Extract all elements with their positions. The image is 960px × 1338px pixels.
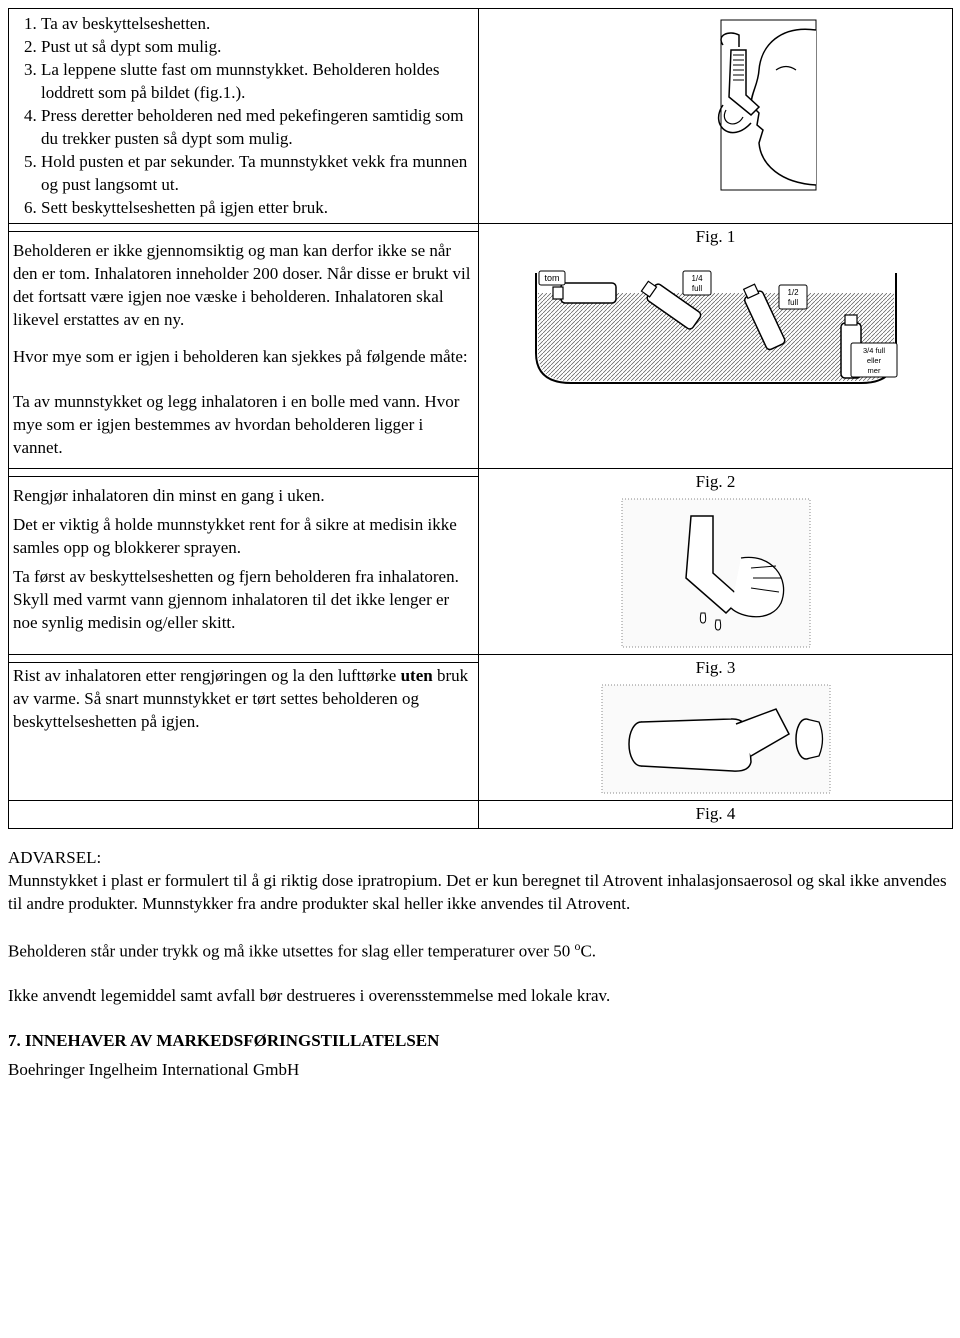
section-7-heading: 7. INNEHAVER AV MARKEDSFØRINGSTILLATELSE… [8, 1030, 952, 1053]
check-remaining-text: Hvor mye som er igjen i beholderen kan s… [13, 346, 474, 369]
fig2-tom-label: tom [544, 273, 559, 283]
steps-list: Ta av beskyttelseshetten. Pust ut så dyp… [13, 13, 474, 219]
step-4: Press deretter beholderen ned med pekefi… [41, 105, 474, 151]
step-5: Hold pusten et par sekunder. Ta munnstyk… [41, 151, 474, 197]
cleaning-weekly-text: Rengjør inhalatoren din minst en gang i … [13, 485, 474, 508]
container-transparency-text: Beholderen er ikke gjennomsiktig og man … [13, 240, 474, 332]
cell-fig4-caption: Fig. 4 [479, 800, 953, 828]
cell-empty-2 [9, 468, 479, 476]
svg-text:full: full [787, 298, 797, 307]
float-test-text: Ta av munnstykket og legg inhalatoren i … [13, 391, 474, 460]
cleaning-instructions-text: Ta først av beskyttelseshetten og fjern … [13, 566, 474, 635]
disposal-text: Ikke anvendt legemiddel samt avfall bør … [8, 985, 952, 1008]
svg-text:mer: mer [867, 366, 880, 375]
svg-text:full: full [691, 284, 701, 293]
fig4-illustration [601, 684, 831, 794]
fig4-label: Fig. 4 [483, 803, 948, 826]
cell-fig2-caption: Fig. 2 [479, 468, 953, 654]
svg-text:3/4 full: 3/4 full [862, 346, 884, 355]
cell-empty-3 [9, 654, 479, 662]
step-2: Pust ut så dypt som mulig. [41, 36, 474, 59]
fig2-label: Fig. 2 [483, 471, 948, 494]
pressure-post: C. [580, 941, 596, 960]
cell-cleaning: Rengjør inhalatoren din minst en gang i … [9, 476, 479, 654]
company-name: Boehringer Ingelheim International GmbH [8, 1059, 952, 1082]
cell-drying: Rist av inhalatoren etter rengjøringen o… [9, 662, 479, 800]
step-3: La leppene slutte fast om munnstykket. B… [41, 59, 474, 105]
cell-fig1-caption: Fig. 1 tom 1/4 full [479, 224, 953, 469]
cell-fig3-caption: Fig. 3 [479, 654, 953, 800]
pressure-pre: Beholderen står under trykk og må ikke u… [8, 941, 574, 960]
warning-title: ADVARSEL: [8, 848, 101, 867]
step-1: Ta av beskyttelseshetten. [41, 13, 474, 36]
warning-text: Munnstykket i plast er formulert til å g… [8, 871, 947, 913]
svg-text:eller: eller [866, 356, 881, 365]
cell-steps: Ta av beskyttelseshetten. Pust ut så dyp… [9, 9, 479, 224]
cell-empty-1 [9, 224, 479, 232]
step-6: Sett beskyttelseshetten på igjen etter b… [41, 197, 474, 220]
fig1-label: Fig. 1 [483, 226, 948, 249]
drying-text-bold: uten [401, 666, 433, 685]
fig3-illustration [621, 498, 811, 648]
svg-text:1/4: 1/4 [691, 274, 703, 283]
cell-empty-4 [9, 800, 479, 828]
fig3-label: Fig. 3 [483, 657, 948, 680]
drying-text-pre: Rist av inhalatoren etter rengjøringen o… [13, 666, 401, 685]
warning-block: ADVARSEL: Munnstykket i plast er formule… [8, 847, 952, 916]
pressure-warning: Beholderen står under trykk og må ikke u… [8, 938, 952, 964]
cell-container-info: Beholderen er ikke gjennomsiktig og man … [9, 232, 479, 469]
fig2-illustration: tom 1/4 full 1/2 full [531, 253, 901, 393]
svg-text:1/2: 1/2 [787, 288, 799, 297]
instruction-table: Ta av beskyttelseshetten. Pust ut så dyp… [8, 8, 953, 829]
cell-fig1-image [479, 9, 953, 224]
cleaning-important-text: Det er viktig å holde munnstykket rent f… [13, 514, 474, 560]
fig1-illustration [611, 15, 821, 195]
